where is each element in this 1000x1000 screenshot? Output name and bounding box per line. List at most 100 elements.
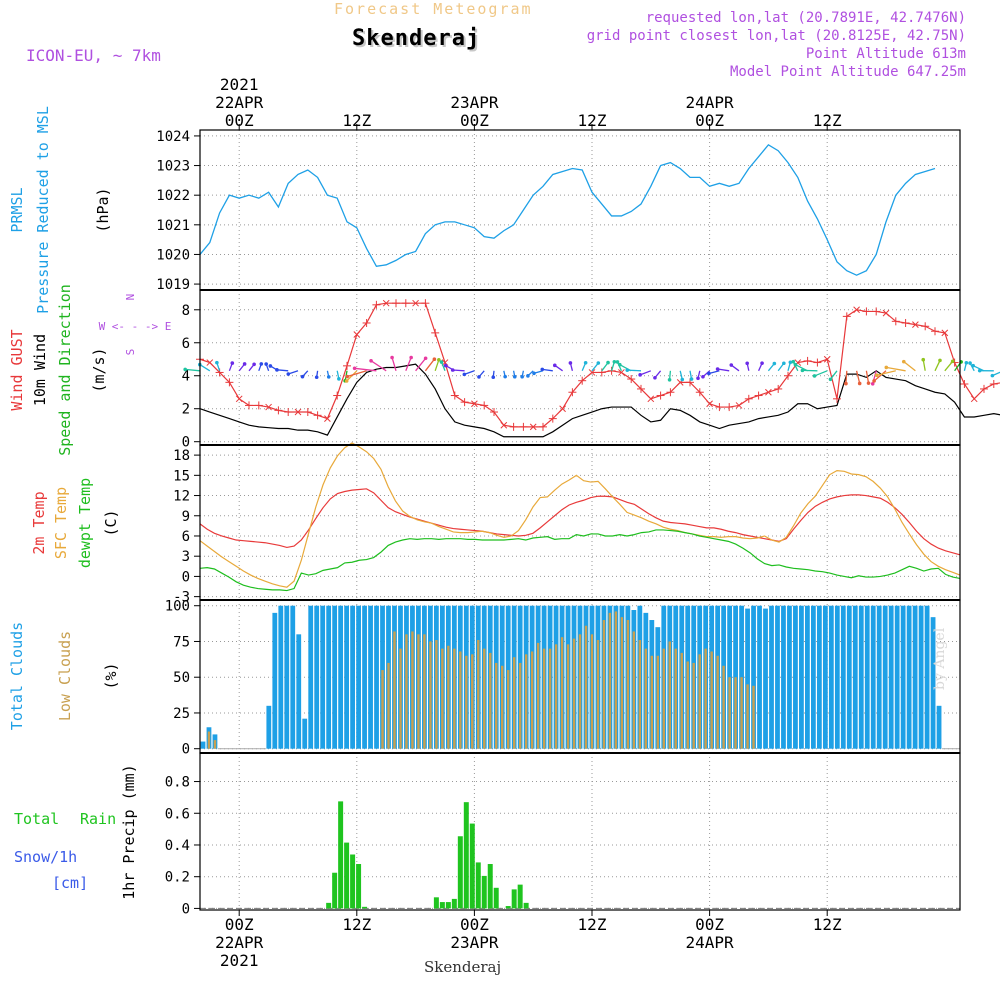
total-clouds-bar bbox=[745, 608, 750, 749]
wind-direction-arrowhead bbox=[977, 368, 982, 373]
wind-gust-marker bbox=[715, 403, 724, 412]
low-clouds-bar bbox=[459, 651, 462, 749]
rain-bar bbox=[511, 889, 517, 909]
wind-gust-marker bbox=[568, 388, 577, 397]
model-label: ICON-EU, ~ 7km bbox=[26, 46, 161, 65]
wind-direction-arrow bbox=[276, 369, 289, 372]
low-clouds-bar bbox=[656, 655, 659, 749]
wind-direction-arrow bbox=[944, 360, 954, 372]
wind-gust-marker bbox=[872, 307, 881, 316]
wind-gust-marker bbox=[980, 384, 988, 393]
low-clouds-bar bbox=[626, 620, 630, 749]
total-clouds-bar bbox=[936, 705, 942, 749]
wind-gust-marker bbox=[666, 388, 675, 397]
wind-gust-marker bbox=[960, 379, 969, 388]
total-clouds-bar bbox=[816, 605, 822, 749]
gridpoint-coordinates: grid point closest lon,lat (20.8125E, 42… bbox=[586, 28, 966, 44]
low-clouds-bar bbox=[632, 631, 636, 749]
wind-direction-arrowhead bbox=[950, 359, 955, 364]
wind-direction-arrowhead bbox=[259, 362, 264, 366]
wind-gust-marker bbox=[500, 421, 508, 429]
low-clouds-bar bbox=[650, 655, 654, 749]
y-tick-label: 1024 bbox=[156, 129, 190, 145]
wind-gust-marker bbox=[401, 299, 410, 308]
pressure-axis-title: PRMSL bbox=[8, 187, 26, 232]
rain-bar bbox=[326, 902, 332, 909]
wind-direction-arrowhead bbox=[870, 381, 875, 386]
marker-stroke bbox=[970, 395, 978, 403]
wind-direction-arrowhead bbox=[745, 361, 749, 366]
wind-direction-arrowhead bbox=[971, 363, 975, 368]
marker-stroke bbox=[647, 395, 655, 403]
wind-gust-marker bbox=[754, 391, 763, 400]
y-tick-label: 1023 bbox=[156, 159, 190, 175]
wind-direction-arrowhead bbox=[606, 360, 610, 365]
rain-bar bbox=[487, 864, 493, 909]
wind-direction-arrowhead bbox=[866, 381, 871, 385]
temp-2m-line bbox=[199, 488, 961, 556]
wind-direction-arrow bbox=[934, 360, 941, 372]
low-clouds-bar bbox=[518, 662, 522, 749]
wind-direction-arrowhead bbox=[439, 360, 444, 364]
wind-direction-arrow bbox=[886, 366, 906, 372]
total-clouds-bar bbox=[338, 605, 344, 749]
low-clouds-bar bbox=[662, 648, 665, 749]
wind-direction-arrowhead bbox=[612, 359, 617, 364]
wind-direction-arrowhead bbox=[450, 368, 455, 372]
total-clouds-bar bbox=[924, 605, 930, 749]
wind-direction-arrow bbox=[627, 369, 642, 372]
low-clouds-bar bbox=[542, 648, 546, 749]
wind-direction-arrowhead bbox=[990, 373, 995, 378]
wind-gust-marker bbox=[412, 299, 419, 307]
time-axis-top-label: 00Z bbox=[225, 111, 254, 130]
wind-gust-marker bbox=[813, 358, 822, 367]
wind-direction-arrowhead bbox=[337, 377, 341, 381]
total-clouds-bar bbox=[344, 605, 350, 749]
wind-direction-arrowhead bbox=[653, 375, 657, 380]
wind-gust-marker bbox=[548, 414, 557, 423]
wind-gust-marker bbox=[274, 406, 283, 415]
low-clouds-bar bbox=[680, 652, 683, 749]
wind-10m-axis-title: 10m Wind bbox=[31, 334, 49, 406]
total-clouds-bar bbox=[822, 605, 828, 749]
product-title: Forecast Meteogram bbox=[334, 0, 533, 18]
pressure-axis-units: (hPa) bbox=[94, 187, 112, 232]
total-clouds-bar bbox=[278, 605, 284, 749]
panel-frame bbox=[199, 289, 961, 446]
panel-frame bbox=[199, 129, 961, 291]
wind-gust-marker bbox=[529, 423, 537, 431]
wind-gust-marker bbox=[382, 299, 390, 307]
marker-stroke bbox=[588, 369, 596, 376]
wind-gust-marker bbox=[313, 411, 322, 420]
wind-gust-marker bbox=[891, 317, 900, 326]
model-point-altitude: Model Point Altitude 647.25m bbox=[729, 64, 966, 80]
low-clouds-bar bbox=[578, 634, 582, 749]
marker-stroke bbox=[353, 331, 361, 338]
compass-west-east: W <- - -> E bbox=[99, 320, 172, 333]
wind-gust-marker bbox=[362, 318, 371, 327]
total-clouds-bar bbox=[362, 605, 367, 749]
wind-direction-arrow bbox=[992, 371, 1000, 377]
wind-gust-marker bbox=[744, 394, 753, 403]
wind-direction-arrow bbox=[370, 360, 387, 372]
wind-direction-arrow bbox=[972, 365, 985, 372]
wind-direction-arrow bbox=[873, 370, 887, 382]
panel-frame bbox=[199, 752, 961, 911]
wind-gust-marker bbox=[833, 394, 841, 403]
time-axis-top-label: 00Z bbox=[695, 111, 724, 130]
wind-direction-arrowhead bbox=[857, 381, 862, 386]
rain-bar bbox=[445, 902, 451, 909]
rain-bar bbox=[481, 875, 487, 909]
time-axis-bottom-label: 00Z bbox=[460, 915, 489, 934]
low-clouds-bar bbox=[752, 685, 755, 749]
y-tick-label: 8 bbox=[182, 303, 190, 319]
rain-bar bbox=[475, 862, 481, 909]
low-clouds-bar bbox=[483, 648, 486, 749]
wind-direction-arrow bbox=[708, 370, 720, 375]
marker-stroke bbox=[265, 403, 272, 411]
pressure-axis-subtitle: Pressure Reduced to MSL bbox=[34, 106, 52, 314]
low-clouds-bar bbox=[423, 634, 426, 749]
time-axis-top-label: 24APR bbox=[686, 93, 735, 112]
total-clouds-bar bbox=[793, 605, 798, 749]
rain-bar bbox=[433, 897, 439, 909]
